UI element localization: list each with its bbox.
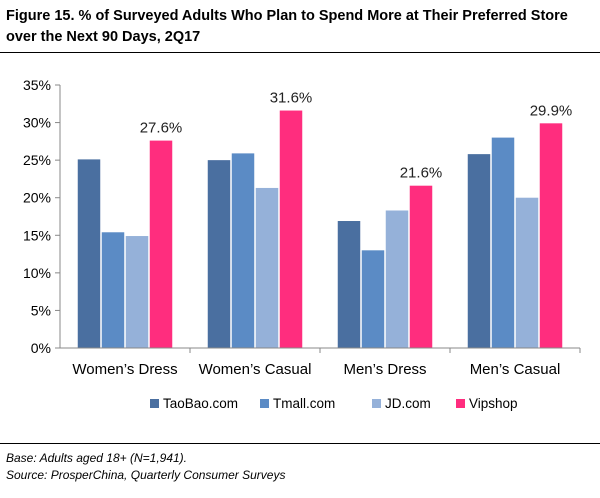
x-category-label: Men’s Casual	[470, 361, 561, 378]
bar-tmall-com-4	[491, 137, 515, 348]
data-label: 31.6%	[270, 90, 313, 107]
legend-label: Tmall.com	[273, 396, 335, 411]
y-tick-label: 35%	[23, 77, 51, 93]
bar-tmall-com-3	[361, 250, 385, 348]
bottom-divider	[0, 443, 600, 444]
bar-jd-com-4	[515, 197, 539, 348]
bar-chart: 0%5%10%15%20%25%30%35% Women’s Dress Wome…	[23, 77, 581, 411]
data-label: 29.9%	[530, 102, 573, 119]
y-tick-label: 15%	[23, 227, 51, 243]
x-axis-labels: Women’s Dress Women’s Casual Men’s Dress Me…	[72, 348, 581, 378]
legend-label: TaoBao.com	[163, 396, 238, 411]
legend-label: JD.com	[385, 396, 431, 411]
bar-tmall-com-2	[231, 153, 255, 348]
bar-taobao-com-4	[467, 154, 491, 348]
bar-vipshop-4	[539, 123, 563, 348]
legend-label: Vipshop	[469, 396, 518, 411]
base-note: Base: Adults aged 18+ (N=1,941).	[6, 451, 188, 465]
bar-tmall-com-1	[101, 232, 125, 348]
legend-swatch	[260, 399, 269, 408]
source-note: Source: ProsperChina, Quarterly Consumer…	[6, 468, 286, 482]
top-divider	[0, 52, 600, 53]
legend-swatch	[372, 399, 381, 408]
bar-vipshop-2	[279, 110, 303, 348]
y-tick-label: 20%	[23, 190, 51, 206]
y-tick-label: 30%	[23, 115, 51, 131]
y-tick-label: 0%	[31, 340, 51, 356]
bar-vipshop-3	[409, 185, 433, 348]
x-category-label: Women’s Dress	[72, 361, 177, 378]
bars	[77, 110, 563, 348]
legend-swatch	[150, 399, 159, 408]
bar-taobao-com-2	[207, 160, 231, 348]
y-tick-label: 5%	[31, 302, 51, 318]
bar-jd-com-3	[385, 210, 409, 348]
y-tick-label: 25%	[23, 152, 51, 168]
bar-jd-com-1	[125, 236, 149, 348]
x-category-label: Men’s Dress	[343, 361, 426, 378]
y-tick-label: 10%	[23, 265, 51, 281]
bar-jd-com-2	[255, 187, 279, 348]
data-label: 21.6%	[400, 165, 443, 182]
legend: TaoBao.com Tmall.com JD.com Vipshop	[150, 396, 518, 411]
legend-swatch	[456, 399, 465, 408]
notes: Base: Adults aged 18+ (N=1,941). Source:…	[6, 450, 285, 484]
x-category-label: Women’s Casual	[199, 361, 312, 378]
figure-title: Figure 15. % of Surveyed Adults Who Plan…	[6, 8, 568, 45]
bar-taobao-com-3	[337, 221, 361, 348]
y-axis-ticks: 0% 5% 10% 15% 20% 25% 30% 35%	[23, 77, 60, 356]
data-label: 27.6%	[140, 120, 183, 137]
data-labels: 27.6% 31.6% 21.6% 29.9%	[140, 90, 573, 182]
bar-taobao-com-1	[77, 159, 101, 348]
bar-vipshop-1	[149, 140, 173, 348]
